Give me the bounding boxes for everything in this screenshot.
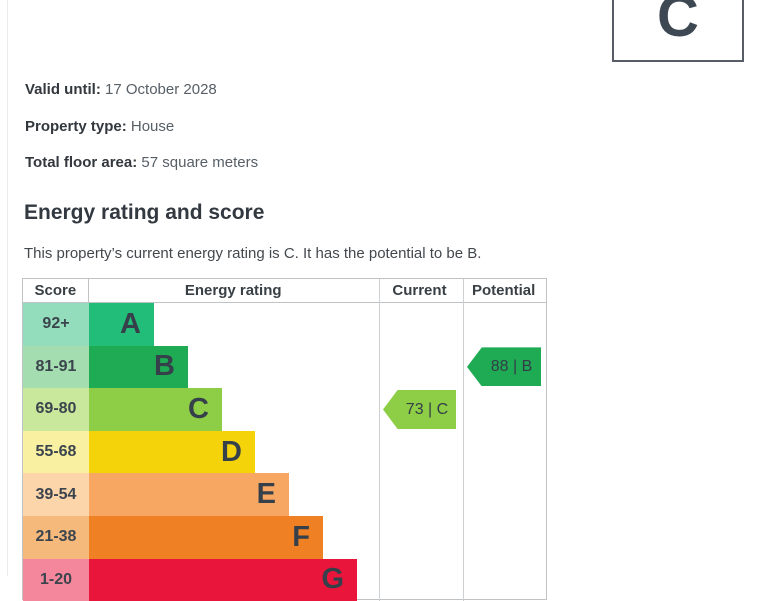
band-row-e: 39-54 E bbox=[23, 473, 546, 516]
valid-until-line: Valid until: 17 October 2028 bbox=[25, 81, 217, 98]
current-rating-letter: C bbox=[657, 0, 699, 49]
energy-rating-chart: Score Energy rating Current Potential 73… bbox=[22, 278, 547, 601]
column-header-potential: Potential bbox=[471, 282, 536, 299]
column-header-energy-rating: Energy rating bbox=[184, 282, 282, 299]
score-range-b: 81-91 bbox=[23, 345, 89, 389]
band-bar-e: E bbox=[89, 473, 289, 516]
property-type-line: Property type: House bbox=[25, 118, 174, 135]
band-bar-c: C bbox=[89, 388, 222, 431]
potential-score-arrow: 88 | B bbox=[467, 347, 541, 387]
band-bar-g: G bbox=[89, 558, 357, 601]
score-range-c: 69-80 bbox=[23, 388, 89, 431]
band-rows: 73 | C 88 | B 92+ A 81-91 B 69-80 C 55-68 D 39-5… bbox=[23, 303, 546, 601]
band-row-d: 55-68 D bbox=[23, 430, 546, 474]
band-row-f: 21-38 F bbox=[23, 515, 546, 559]
band-bar-f: F bbox=[89, 515, 323, 559]
property-type-label: Property type: bbox=[25, 118, 127, 135]
score-range-f: 21-38 bbox=[23, 515, 89, 559]
score-range-d: 55-68 bbox=[23, 430, 89, 474]
score-range-g: 1-20 bbox=[23, 558, 89, 601]
property-type-value: House bbox=[130, 118, 175, 135]
column-header-current: Current bbox=[392, 282, 447, 299]
band-row-a: 92+ A bbox=[23, 303, 546, 346]
column-divider-current bbox=[379, 279, 380, 601]
score-range-e: 39-54 bbox=[23, 473, 89, 516]
address-postcode-fragment: PO38 0PR bbox=[25, 0, 101, 4]
band-row-b: 81-91 B bbox=[23, 345, 546, 389]
floor-area-line: Total floor area: 57 square meters bbox=[25, 154, 258, 171]
current-rating-badge: C bbox=[612, 0, 744, 62]
column-header-score: Score bbox=[23, 279, 89, 302]
valid-until-value: 17 October 2028 bbox=[105, 81, 217, 98]
section-heading: Energy rating and score bbox=[24, 201, 265, 224]
band-row-g: 1-20 G bbox=[23, 558, 546, 601]
floor-area-label: Total floor area: bbox=[25, 154, 138, 171]
band-bar-d: D bbox=[89, 430, 255, 474]
current-score-arrow: 73 | C bbox=[383, 390, 456, 429]
section-intro: This property’s current energy rating is… bbox=[24, 245, 482, 262]
band-bar-a: A bbox=[89, 303, 154, 346]
column-divider-potential bbox=[463, 279, 464, 601]
page-left-edge-line bbox=[7, 0, 8, 576]
band-bar-b: B bbox=[89, 345, 188, 389]
band-row-c: 69-80 C bbox=[23, 388, 546, 431]
score-range-a: 92+ bbox=[23, 303, 89, 346]
chart-header-row: Score Energy rating Current Potential bbox=[23, 279, 546, 303]
valid-until-label: Valid until: bbox=[25, 81, 101, 98]
floor-area-value: 57 square meters bbox=[141, 154, 259, 171]
